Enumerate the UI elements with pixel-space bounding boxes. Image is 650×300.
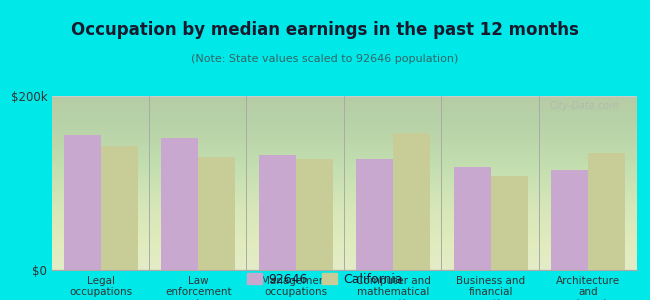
Text: City-Data.com: City-Data.com <box>550 101 619 111</box>
Bar <box>551 170 588 270</box>
Bar <box>198 157 235 270</box>
Bar <box>393 133 430 270</box>
Bar <box>454 167 491 270</box>
Bar <box>491 176 528 270</box>
Bar <box>259 155 296 270</box>
Bar <box>356 159 393 270</box>
Bar <box>64 135 101 270</box>
Text: Occupation by median earnings in the past 12 months: Occupation by median earnings in the pas… <box>71 21 579 39</box>
Bar <box>296 159 333 270</box>
Bar <box>161 138 198 270</box>
Text: (Note: State values scaled to 92646 population): (Note: State values scaled to 92646 popu… <box>191 54 459 64</box>
Bar <box>101 146 138 270</box>
Bar <box>588 152 625 270</box>
Legend: 92646, California: 92646, California <box>242 268 408 291</box>
